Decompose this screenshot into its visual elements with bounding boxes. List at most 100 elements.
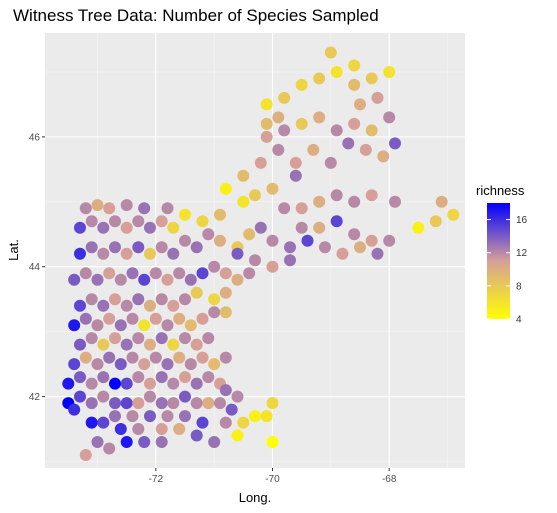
data-point bbox=[167, 377, 180, 390]
data-point bbox=[266, 234, 279, 247]
data-point bbox=[348, 117, 361, 130]
data-point bbox=[155, 371, 168, 384]
data-point bbox=[97, 338, 110, 351]
data-point bbox=[179, 371, 191, 384]
data-point bbox=[295, 117, 308, 130]
data-point bbox=[103, 267, 116, 280]
data-point bbox=[447, 208, 460, 221]
data-point bbox=[149, 312, 162, 325]
data-point bbox=[284, 254, 296, 267]
data-point bbox=[173, 312, 186, 325]
data-point bbox=[219, 416, 232, 429]
data-point bbox=[196, 267, 209, 280]
data-point bbox=[132, 293, 145, 306]
data-point bbox=[167, 299, 180, 312]
data-point bbox=[120, 221, 133, 234]
y-axis-ticks: 42 44 46 bbox=[29, 132, 45, 403]
data-point bbox=[167, 221, 180, 234]
data-point bbox=[155, 332, 168, 345]
data-point bbox=[237, 416, 250, 429]
data-point bbox=[144, 299, 156, 312]
data-point bbox=[295, 221, 308, 234]
data-point bbox=[219, 267, 232, 280]
data-point bbox=[231, 429, 244, 442]
data-point bbox=[208, 306, 221, 319]
data-point bbox=[120, 397, 133, 410]
data-point bbox=[202, 397, 215, 410]
x-tick-label: -68 bbox=[382, 474, 397, 485]
data-point bbox=[138, 273, 151, 286]
data-point bbox=[144, 390, 156, 403]
data-point bbox=[132, 423, 145, 435]
data-point bbox=[196, 312, 209, 325]
data-point bbox=[383, 111, 396, 124]
data-points bbox=[62, 46, 460, 461]
data-point bbox=[231, 273, 244, 286]
data-point bbox=[74, 247, 86, 260]
data-point bbox=[103, 312, 116, 325]
data-point bbox=[103, 351, 116, 364]
data-point bbox=[144, 338, 156, 351]
data-point bbox=[97, 299, 110, 312]
data-point bbox=[161, 202, 174, 215]
data-point bbox=[85, 215, 98, 228]
data-point bbox=[383, 234, 396, 247]
data-point bbox=[126, 267, 139, 280]
data-point bbox=[138, 319, 151, 332]
data-point bbox=[103, 202, 116, 215]
data-point bbox=[342, 137, 355, 150]
data-point bbox=[173, 351, 186, 364]
data-point bbox=[91, 436, 104, 448]
data-point bbox=[161, 358, 174, 371]
x-axis-title: Long. bbox=[239, 490, 272, 505]
data-point bbox=[313, 195, 326, 208]
data-point bbox=[324, 46, 337, 59]
data-point bbox=[132, 241, 145, 254]
y-tick-label: 46 bbox=[29, 132, 41, 143]
data-point bbox=[429, 215, 442, 228]
data-point bbox=[85, 241, 98, 254]
data-point bbox=[219, 286, 232, 299]
data-point bbox=[74, 338, 86, 351]
data-point bbox=[307, 143, 320, 156]
data-point bbox=[97, 416, 110, 429]
data-point bbox=[109, 332, 121, 345]
data-point bbox=[161, 273, 174, 286]
data-point bbox=[295, 78, 308, 91]
data-point bbox=[91, 273, 104, 286]
data-point bbox=[219, 384, 232, 397]
data-point bbox=[68, 319, 81, 332]
data-point bbox=[266, 397, 279, 410]
data-point bbox=[202, 371, 215, 384]
data-point bbox=[202, 332, 215, 345]
data-point bbox=[167, 397, 180, 410]
data-point bbox=[97, 221, 110, 234]
legend-tick-label: 8 bbox=[516, 281, 522, 292]
data-point bbox=[120, 377, 133, 390]
x-tick-label: -72 bbox=[149, 474, 164, 485]
data-point bbox=[91, 199, 104, 212]
data-point bbox=[85, 377, 98, 390]
data-point bbox=[155, 293, 168, 306]
data-point bbox=[120, 338, 133, 351]
data-point bbox=[79, 312, 92, 325]
x-tick-label: -70 bbox=[265, 474, 280, 485]
data-point bbox=[254, 221, 267, 234]
data-point bbox=[85, 293, 98, 306]
color-legend: richness 4 8 12 16 bbox=[476, 183, 528, 326]
data-point bbox=[138, 436, 151, 448]
data-point bbox=[231, 390, 244, 403]
data-point bbox=[313, 221, 326, 234]
data-point bbox=[120, 247, 133, 260]
data-point bbox=[74, 371, 86, 384]
data-point bbox=[260, 98, 273, 111]
data-point bbox=[348, 228, 361, 241]
data-point bbox=[435, 195, 448, 208]
data-point bbox=[365, 189, 378, 202]
data-point bbox=[354, 98, 366, 111]
data-point bbox=[109, 241, 121, 254]
data-point bbox=[155, 436, 168, 448]
data-point bbox=[237, 169, 250, 182]
data-point bbox=[173, 423, 186, 435]
data-point bbox=[301, 234, 314, 247]
